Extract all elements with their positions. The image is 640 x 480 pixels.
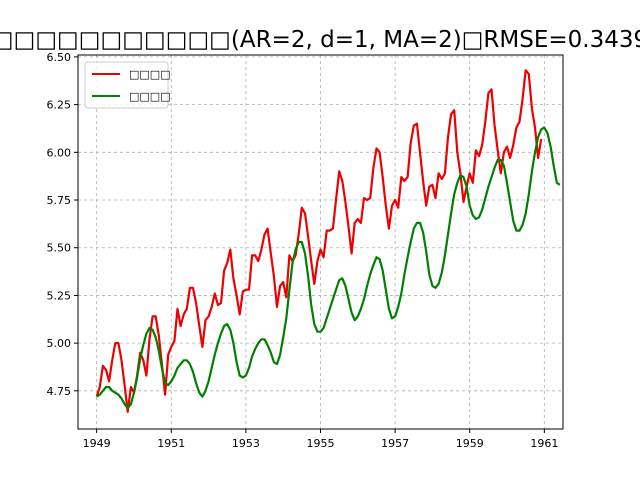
x-tick-label: 1955 (307, 437, 335, 450)
x-tick-label: 1951 (157, 437, 185, 450)
chart-title: □□□□□□□□□□□(AR=2, d=1, MA=2)□RMSE=0.3439 (0, 27, 640, 53)
y-tick-label: 5.75 (47, 194, 72, 207)
y-axis: 4.75 5.00 5.25 5.50 5.75 6.00 6.25 6.50 (47, 51, 78, 398)
x-tick-label: 1957 (381, 437, 409, 450)
legend-label-0: □□□□ (129, 68, 171, 81)
y-tick-label: 6.25 (47, 99, 72, 112)
series-line-1 (96, 126, 561, 410)
series-line-0 (95, 69, 543, 413)
y-tick-label: 5.50 (47, 242, 72, 255)
y-tick-label: 6.50 (47, 51, 72, 64)
legend: □□□□ □□□□ (84, 61, 171, 109)
x-axis: 1949 1951 1953 1955 1957 1959 1961 (83, 429, 558, 450)
legend-label-1: □□□□ (129, 90, 171, 103)
x-tick-label: 1953 (232, 437, 260, 450)
grid-lines (78, 55, 563, 429)
y-tick-label: 5.25 (47, 289, 72, 302)
x-tick-label: 1959 (456, 437, 484, 450)
y-tick-label: 6.00 (47, 146, 72, 159)
series-lines (95, 69, 561, 413)
x-tick-label: 1961 (530, 437, 558, 450)
x-tick-label: 1949 (83, 437, 111, 450)
y-tick-label: 5.00 (47, 337, 72, 350)
y-tick-label: 4.75 (47, 385, 72, 398)
